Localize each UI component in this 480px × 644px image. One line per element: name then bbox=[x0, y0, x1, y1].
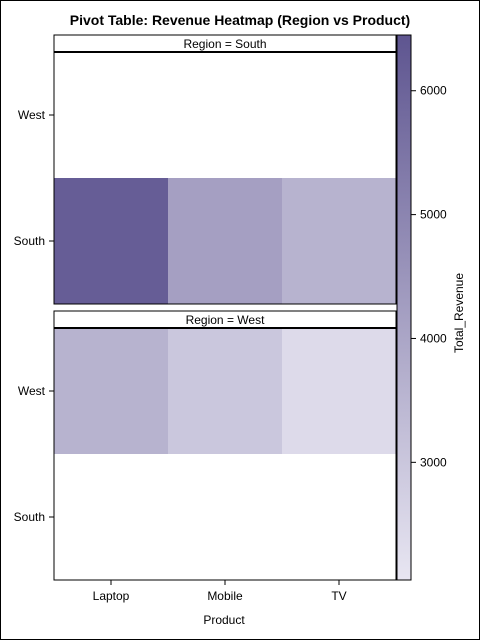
heatmap-cell-west-tv bbox=[282, 328, 396, 454]
x-tick-label: TV bbox=[331, 589, 346, 603]
x-tick-label: Laptop bbox=[93, 589, 130, 603]
colorbar-tick-label: 4000 bbox=[420, 331, 447, 345]
heatmap-cell-south-laptop bbox=[54, 178, 168, 304]
panel-west: Region = West West South bbox=[14, 310, 397, 581]
panel-header-label: Region = West bbox=[186, 313, 265, 327]
panel-header-label: Region = South bbox=[183, 37, 266, 51]
colorbar: 3000 4000 5000 6000 bbox=[396, 34, 447, 581]
y-tick-label: South bbox=[14, 234, 45, 248]
y-tick-label: West bbox=[18, 384, 46, 398]
colorbar-tick-label: 6000 bbox=[420, 84, 447, 98]
colorbar-tick-label: 3000 bbox=[420, 455, 447, 469]
chart-title: Pivot Table: Revenue Heatmap (Region vs … bbox=[70, 12, 410, 28]
x-tick-label: Mobile bbox=[207, 589, 243, 603]
heatmap-cell-west-laptop bbox=[54, 328, 168, 454]
x-axis-title: Product bbox=[203, 613, 245, 627]
y-tick-label: South bbox=[14, 510, 45, 524]
y-tick-label: West bbox=[18, 108, 46, 122]
heatmap-cell-south-mobile bbox=[168, 178, 282, 304]
heatmap-cell-south-tv bbox=[282, 178, 396, 304]
colorbar-title: Total_Revenue bbox=[452, 273, 466, 353]
panels-group: Region = South West South Region = West West… bbox=[14, 34, 397, 603]
panel-south: Region = South West South bbox=[14, 34, 397, 305]
colorbar-scale bbox=[396, 34, 412, 581]
colorbar-tick-label: 5000 bbox=[420, 208, 447, 222]
heatmap-cell-west-mobile bbox=[168, 328, 282, 454]
